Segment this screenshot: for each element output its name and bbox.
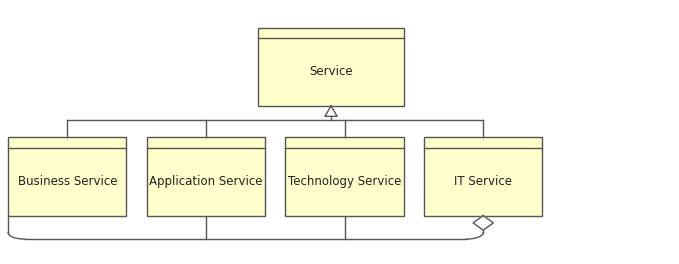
Bar	[424, 137, 543, 216]
Text: Service: Service	[309, 65, 353, 78]
Bar	[147, 137, 265, 216]
Text: IT Service: IT Service	[454, 175, 512, 188]
Polygon shape	[473, 216, 494, 230]
Text: Business Service: Business Service	[18, 175, 117, 188]
Bar	[285, 137, 404, 216]
Bar	[258, 27, 404, 106]
Bar	[8, 137, 126, 216]
Polygon shape	[325, 106, 337, 116]
Text: Technology Service: Technology Service	[288, 175, 401, 188]
Text: Application Service: Application Service	[149, 175, 263, 188]
